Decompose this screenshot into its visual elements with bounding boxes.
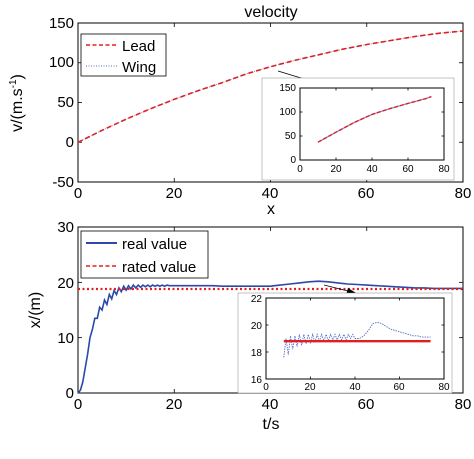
inset-y-tick-label: 16 (251, 375, 263, 386)
legend-label-real: real value (122, 236, 187, 253)
y-tick-label: 20 (57, 275, 74, 292)
legend-box (80, 33, 167, 77)
x-tick-label: 0 (74, 185, 82, 202)
inset-y-tick-label: 20 (251, 321, 263, 332)
chart-title: velocity (244, 4, 297, 21)
inset-y-tick-label: 0 (290, 155, 296, 166)
series-group (77, 30, 464, 144)
y-tick-label: 0 (66, 385, 74, 402)
velocity-chart: velocity 0 20 40 60 80 -50 0 50 100 150 … (8, 4, 471, 218)
inset-x-tick-label: 0 (297, 164, 303, 175)
inset-tick-marks (265, 297, 445, 380)
x-tick-label: 20 (166, 185, 183, 202)
y-tick-label: 10 (57, 330, 74, 347)
inset-y-tick-label: 50 (285, 131, 297, 142)
inset-series-line-wing (317, 96, 432, 143)
y-axis-label: v/(m.s-1) (8, 74, 26, 132)
legend-label-rated: rated value (122, 259, 196, 276)
x-axis-label: x (267, 201, 275, 218)
inset-x-tick-label: 20 (330, 164, 342, 175)
y-tick-label: 100 (49, 54, 74, 71)
inset-tick-marks (299, 87, 445, 161)
x-tick-label: 80 (455, 185, 472, 202)
inset-x-tick-label: 20 (304, 382, 316, 393)
inset-series-line-real-value (283, 321, 431, 358)
y-tick-label: 50 (57, 94, 74, 111)
inset-background (261, 77, 455, 181)
inset-y-tick-label: 150 (279, 83, 296, 94)
y-tick-label: 30 (57, 219, 74, 236)
x-axis-label: t/s (263, 416, 280, 433)
inset-x-tick-label: 80 (438, 164, 450, 175)
y-axis-label-main: v/(m.s (9, 88, 26, 132)
y-tick-label: -50 (52, 174, 74, 191)
inset-x-tick-label: 40 (349, 382, 361, 393)
legend: real value rated value (80, 230, 209, 279)
series-line-real-value (77, 280, 463, 394)
legend-label-wing: Wing (122, 59, 156, 76)
inset-series-group (283, 321, 431, 358)
annotation-arrow (323, 284, 349, 292)
position-chart: 0 20 40 60 80 0 10 20 30 t/s x/(m) real … (27, 219, 471, 433)
x-tick-label: 0 (74, 396, 82, 413)
inset-series-group (317, 95, 432, 143)
y-axis-label-end: ) (9, 74, 26, 79)
series-line-lead (77, 30, 464, 144)
inset-x-tick-label: 80 (438, 382, 450, 393)
x-tick-label: 20 (166, 396, 183, 413)
inset-chart: 150 100 50 0 0 20 40 60 80 (261, 77, 455, 181)
inset-x-tick-label: 60 (393, 382, 405, 393)
x-tick-label: 80 (455, 396, 472, 413)
inset-x-tick-label: 40 (366, 164, 378, 175)
y-tick-label: 0 (66, 134, 74, 151)
legend-box (80, 230, 209, 279)
series-group (77, 280, 463, 394)
x-tick-label: 60 (358, 185, 375, 202)
y-axis-label: x/(m) (27, 292, 44, 328)
inset-x-tick-label: 60 (402, 164, 414, 175)
inset-y-tick-label: 22 (251, 294, 263, 305)
inset-background (237, 292, 453, 394)
y-axis-label-sup: -1 (8, 79, 19, 88)
inset-y-tick-label: 18 (251, 348, 263, 359)
legend-label-lead: Lead (122, 38, 155, 55)
x-tick-label: 40 (262, 185, 279, 202)
inset-y-tick-label: 100 (279, 107, 296, 118)
x-tick-label: 40 (262, 396, 279, 413)
legend: Lead Wing (80, 33, 167, 77)
inset-x-tick-label: 0 (263, 382, 269, 393)
inset-chart: 22 20 18 16 0 20 40 60 80 (237, 292, 453, 394)
y-tick-label: 150 (49, 15, 74, 32)
x-tick-label: 60 (358, 396, 375, 413)
